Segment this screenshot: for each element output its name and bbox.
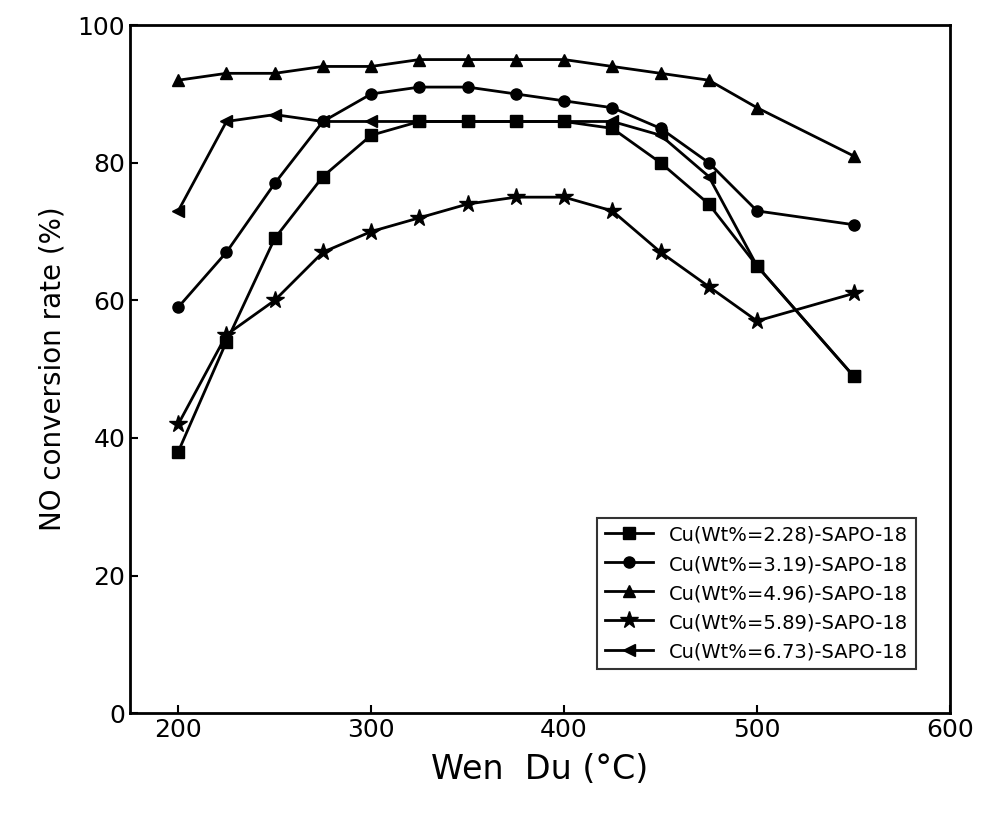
- Cu(Wt%=2.28)-SAPO-18: [655, 158, 667, 168]
- Cu(Wt%=5.89)-SAPO-18: [751, 316, 763, 326]
- Cu(Wt%=6.73)-SAPO-18: [510, 117, 522, 127]
- Cu(Wt%=3.19)-SAPO-18: [269, 179, 281, 189]
- Cu(Wt%=5.89)-SAPO-18: [269, 295, 281, 305]
- Y-axis label: NO conversion rate (%): NO conversion rate (%): [38, 207, 66, 531]
- Cu(Wt%=3.19)-SAPO-18: [220, 248, 232, 258]
- Cu(Wt%=3.19)-SAPO-18: [703, 158, 715, 168]
- Cu(Wt%=3.19)-SAPO-18: [413, 82, 425, 92]
- Cu(Wt%=2.28)-SAPO-18: [462, 117, 474, 127]
- Cu(Wt%=2.28)-SAPO-18: [172, 446, 184, 456]
- Cu(Wt%=5.89)-SAPO-18: [558, 192, 570, 202]
- Cu(Wt%=3.19)-SAPO-18: [462, 82, 474, 92]
- Cu(Wt%=3.19)-SAPO-18: [510, 89, 522, 99]
- Cu(Wt%=5.89)-SAPO-18: [220, 330, 232, 340]
- Cu(Wt%=2.28)-SAPO-18: [510, 117, 522, 127]
- Cu(Wt%=3.19)-SAPO-18: [317, 117, 329, 127]
- Cu(Wt%=6.73)-SAPO-18: [172, 206, 184, 216]
- Cu(Wt%=4.96)-SAPO-18: [751, 102, 763, 112]
- Cu(Wt%=4.96)-SAPO-18: [848, 151, 860, 161]
- Cu(Wt%=6.73)-SAPO-18: [703, 171, 715, 181]
- Cu(Wt%=6.73)-SAPO-18: [848, 371, 860, 381]
- Line: Cu(Wt%=5.89)-SAPO-18: Cu(Wt%=5.89)-SAPO-18: [169, 188, 863, 433]
- Cu(Wt%=3.19)-SAPO-18: [751, 206, 763, 216]
- X-axis label: Wen  Du (°C): Wen Du (°C): [431, 753, 649, 786]
- Line: Cu(Wt%=2.28)-SAPO-18: Cu(Wt%=2.28)-SAPO-18: [173, 116, 859, 457]
- Cu(Wt%=4.96)-SAPO-18: [462, 55, 474, 65]
- Line: Cu(Wt%=3.19)-SAPO-18: Cu(Wt%=3.19)-SAPO-18: [173, 81, 859, 313]
- Cu(Wt%=6.73)-SAPO-18: [317, 117, 329, 127]
- Cu(Wt%=5.89)-SAPO-18: [413, 213, 425, 223]
- Cu(Wt%=3.19)-SAPO-18: [365, 89, 377, 99]
- Cu(Wt%=5.89)-SAPO-18: [606, 206, 618, 216]
- Line: Cu(Wt%=6.73)-SAPO-18: Cu(Wt%=6.73)-SAPO-18: [173, 109, 859, 382]
- Cu(Wt%=2.28)-SAPO-18: [317, 171, 329, 181]
- Line: Cu(Wt%=4.96)-SAPO-18: Cu(Wt%=4.96)-SAPO-18: [172, 54, 860, 162]
- Cu(Wt%=6.73)-SAPO-18: [269, 110, 281, 120]
- Cu(Wt%=5.89)-SAPO-18: [172, 420, 184, 430]
- Cu(Wt%=4.96)-SAPO-18: [269, 68, 281, 78]
- Cu(Wt%=5.89)-SAPO-18: [365, 227, 377, 237]
- Cu(Wt%=6.73)-SAPO-18: [413, 117, 425, 127]
- Cu(Wt%=3.19)-SAPO-18: [558, 96, 570, 106]
- Cu(Wt%=4.96)-SAPO-18: [703, 76, 715, 86]
- Cu(Wt%=4.96)-SAPO-18: [220, 68, 232, 78]
- Cu(Wt%=6.73)-SAPO-18: [751, 261, 763, 271]
- Cu(Wt%=3.19)-SAPO-18: [848, 220, 860, 230]
- Cu(Wt%=5.89)-SAPO-18: [848, 289, 860, 299]
- Cu(Wt%=5.89)-SAPO-18: [317, 248, 329, 258]
- Legend: Cu(Wt%=2.28)-SAPO-18, Cu(Wt%=3.19)-SAPO-18, Cu(Wt%=4.96)-SAPO-18, Cu(Wt%=5.89)-S: Cu(Wt%=2.28)-SAPO-18, Cu(Wt%=3.19)-SAPO-…: [597, 518, 916, 669]
- Cu(Wt%=2.28)-SAPO-18: [848, 371, 860, 381]
- Cu(Wt%=2.28)-SAPO-18: [606, 123, 618, 133]
- Cu(Wt%=4.96)-SAPO-18: [413, 55, 425, 65]
- Cu(Wt%=3.19)-SAPO-18: [606, 102, 618, 112]
- Cu(Wt%=6.73)-SAPO-18: [462, 117, 474, 127]
- Cu(Wt%=6.73)-SAPO-18: [365, 117, 377, 127]
- Cu(Wt%=5.89)-SAPO-18: [703, 282, 715, 292]
- Cu(Wt%=2.28)-SAPO-18: [751, 261, 763, 271]
- Cu(Wt%=4.96)-SAPO-18: [655, 68, 667, 78]
- Cu(Wt%=3.19)-SAPO-18: [655, 123, 667, 133]
- Cu(Wt%=6.73)-SAPO-18: [558, 117, 570, 127]
- Cu(Wt%=2.28)-SAPO-18: [269, 233, 281, 243]
- Cu(Wt%=4.96)-SAPO-18: [558, 55, 570, 65]
- Cu(Wt%=4.96)-SAPO-18: [365, 61, 377, 71]
- Cu(Wt%=4.96)-SAPO-18: [510, 55, 522, 65]
- Cu(Wt%=6.73)-SAPO-18: [220, 117, 232, 127]
- Cu(Wt%=2.28)-SAPO-18: [703, 199, 715, 209]
- Cu(Wt%=2.28)-SAPO-18: [220, 336, 232, 347]
- Cu(Wt%=5.89)-SAPO-18: [655, 248, 667, 258]
- Cu(Wt%=2.28)-SAPO-18: [365, 130, 377, 140]
- Cu(Wt%=2.28)-SAPO-18: [558, 117, 570, 127]
- Cu(Wt%=5.89)-SAPO-18: [510, 192, 522, 202]
- Cu(Wt%=3.19)-SAPO-18: [172, 302, 184, 312]
- Cu(Wt%=4.96)-SAPO-18: [317, 61, 329, 71]
- Cu(Wt%=4.96)-SAPO-18: [606, 61, 618, 71]
- Cu(Wt%=5.89)-SAPO-18: [462, 199, 474, 209]
- Cu(Wt%=6.73)-SAPO-18: [606, 117, 618, 127]
- Cu(Wt%=4.96)-SAPO-18: [172, 76, 184, 86]
- Cu(Wt%=6.73)-SAPO-18: [655, 130, 667, 140]
- Cu(Wt%=2.28)-SAPO-18: [413, 117, 425, 127]
